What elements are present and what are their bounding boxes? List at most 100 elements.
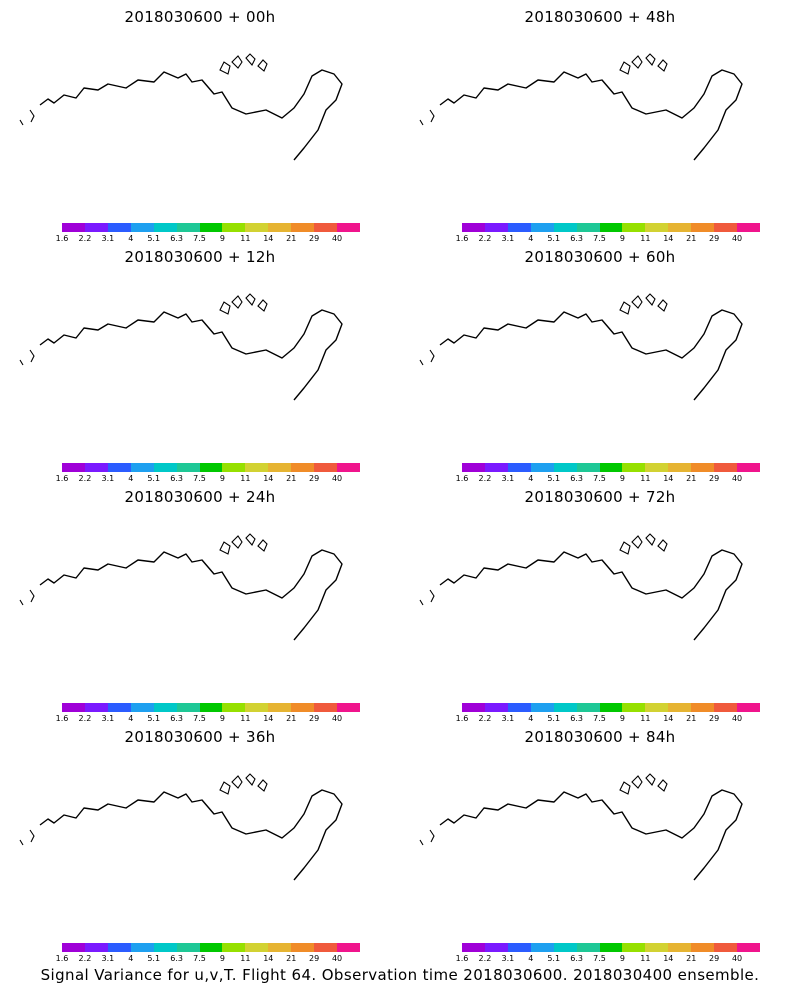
colorbar-label: 14 [663, 234, 674, 243]
polar-map [19, 773, 343, 881]
colorbar-label: 4 [128, 954, 134, 963]
colorbar-swatch [84, 703, 109, 712]
colorbar-label: 29 [709, 234, 720, 243]
colorbar-swatch [222, 463, 246, 472]
map-panel: 2018030600 + 84h 1.6 2.2 3.1 4 5.1 6.3 7.5 9 11 14… [400, 720, 800, 963]
colorbar-label: 7.5 [593, 954, 606, 963]
colorbar-label: 40 [731, 474, 743, 483]
panel-title: 2018030600 + 24h [124, 488, 276, 506]
colorbar-swatch [291, 703, 315, 712]
colorbar-label: 6.3 [170, 714, 183, 723]
colorbar-label: 6.3 [170, 474, 183, 483]
colorbar-swatch [462, 223, 486, 232]
colorbar-label: 1.6 [55, 234, 69, 243]
colorbar-swatch [245, 703, 269, 712]
colorbar: 1.6 2.2 3.1 4 5.1 6.3 7.5 9 11 14 21 29 40 [456, 223, 761, 243]
colorbar-swatch [176, 463, 201, 472]
colorbar-label: 3.1 [501, 954, 515, 963]
colorbar-label: 21 [686, 954, 697, 963]
colorbar-swatch [507, 943, 532, 952]
colorbar-swatch [130, 463, 155, 472]
colorbar-label: 29 [309, 234, 320, 243]
colorbar-swatch [222, 703, 246, 712]
colorbar-swatch [576, 943, 601, 952]
map-panel: 2018030600 + 12h 1.6 2.2 3.1 4 5.1 6.3 7.5 9 11 14… [0, 240, 400, 483]
polar-map [419, 773, 743, 881]
colorbar-label: 4 [128, 234, 134, 243]
colorbar: 1.6 2.2 3.1 4 5.1 6.3 7.5 9 11 14 21 29 40 [456, 463, 761, 483]
islands [19, 53, 268, 126]
colorbar-label: 6.3 [570, 474, 583, 483]
colorbar-label: 14 [663, 714, 674, 723]
colorbar-label: 9 [219, 954, 225, 963]
colorbar-label: 21 [686, 714, 697, 723]
colorbar-swatch [62, 703, 86, 712]
colorbar: 1.6 2.2 3.1 4 5.1 6.3 7.5 9 11 14 21 29 40 [56, 703, 361, 723]
colorbar-label: 9 [219, 714, 225, 723]
colorbar-swatch [576, 463, 601, 472]
colorbar-label: 3.1 [501, 714, 515, 723]
colorbar-label: 21 [286, 954, 297, 963]
colorbar-swatch [462, 943, 486, 952]
colorbar-label: 21 [686, 474, 697, 483]
colorbar-label: 5.1 [547, 234, 561, 243]
colorbar-label: 6.3 [570, 714, 583, 723]
map-panel: 2018030600 + 24h 1.6 2.2 3.1 4 5.1 6.3 7.5 9 11 14… [0, 480, 400, 723]
colorbar-swatch [737, 703, 761, 712]
colorbar-swatch [668, 463, 692, 472]
colorbar-label: 9 [619, 714, 625, 723]
colorbar-swatch [484, 463, 509, 472]
colorbar-swatch [314, 703, 338, 712]
colorbar-label: 40 [731, 954, 743, 963]
map-panel: 2018030600 + 36h 1.6 2.2 3.1 4 5.1 6.3 7.5 9 11 14… [0, 720, 400, 963]
colorbar-swatch [668, 703, 692, 712]
colorbar-swatch [553, 463, 578, 472]
colorbar-label: 5.1 [147, 234, 161, 243]
coastline [439, 549, 743, 641]
panel-title: 2018030600 + 84h [524, 728, 676, 746]
colorbar-swatch [222, 223, 246, 232]
map-panel: 2018030600 + 72h 1.6 2.2 3.1 4 5.1 6.3 7.5 9 11 14… [400, 480, 800, 723]
colorbar-swatch [599, 223, 623, 232]
colorbar-swatch [245, 223, 269, 232]
colorbar-label: 2.2 [478, 474, 492, 483]
polar-map [19, 293, 343, 401]
colorbar-label: 14 [263, 474, 274, 483]
islands [419, 773, 668, 846]
panel-title: 2018030600 + 00h [124, 8, 276, 26]
colorbar-label: 5.1 [147, 954, 161, 963]
colorbar-swatch [576, 703, 601, 712]
colorbar: 1.6 2.2 3.1 4 5.1 6.3 7.5 9 11 14 21 29 40 [56, 943, 361, 963]
colorbar-label: 4 [528, 234, 534, 243]
colorbar-label: 11 [640, 474, 651, 483]
colorbar-label: 21 [286, 474, 297, 483]
colorbar-label: 5.1 [147, 474, 161, 483]
colorbar-swatch [507, 463, 532, 472]
colorbar-label: 1.6 [55, 954, 69, 963]
colorbar-label: 3.1 [101, 714, 115, 723]
colorbar-swatch [622, 943, 646, 952]
map-panel: 2018030600 + 60h 1.6 2.2 3.1 4 5.1 6.3 7.5 9 11 14… [400, 240, 800, 483]
colorbar-swatch [176, 703, 201, 712]
colorbar-swatch [337, 223, 361, 232]
colorbar-swatch [268, 223, 292, 232]
islands [419, 533, 668, 606]
colorbar-swatch [314, 223, 338, 232]
colorbar-label: 11 [240, 954, 251, 963]
colorbar-label: 2.2 [478, 954, 492, 963]
colorbar-label: 3.1 [501, 474, 515, 483]
colorbar-label: 2.2 [78, 954, 92, 963]
panel-title: 2018030600 + 48h [524, 8, 676, 26]
colorbar-swatch [622, 463, 646, 472]
colorbar-label: 40 [731, 234, 743, 243]
colorbar-label: 5.1 [547, 954, 561, 963]
colorbar-swatch [714, 223, 738, 232]
coastline [39, 309, 343, 401]
colorbar: 1.6 2.2 3.1 4 5.1 6.3 7.5 9 11 14 21 29 40 [456, 943, 761, 963]
colorbar-swatch [107, 943, 132, 952]
colorbar-swatch [84, 943, 109, 952]
colorbar-swatch [553, 703, 578, 712]
colorbar-swatch [130, 943, 155, 952]
colorbar-swatch [153, 703, 178, 712]
colorbar-swatch [176, 943, 201, 952]
